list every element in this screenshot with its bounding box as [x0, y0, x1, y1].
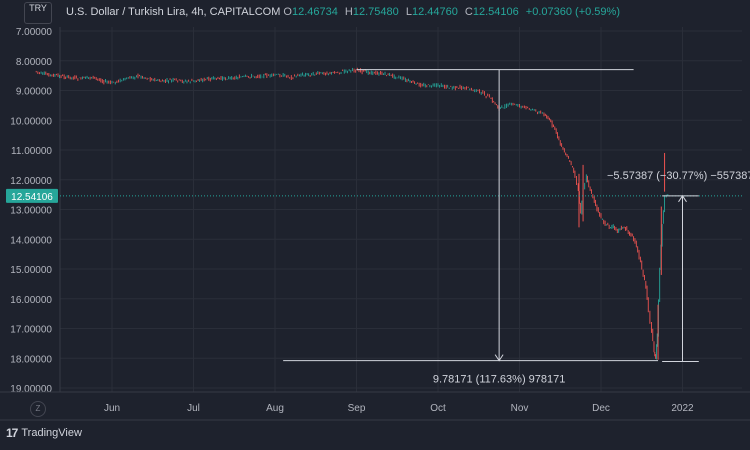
zoom-reset-icon[interactable]: Z [30, 401, 46, 417]
ohlc-key-l: L [402, 6, 412, 18]
tradingview-logo-icon: 17 [6, 426, 18, 440]
x-tick-label: Jun [104, 403, 120, 414]
x-tick-label: Dec [592, 403, 610, 414]
y-tick-label: 9.00000 [16, 87, 53, 98]
symbol-badge-line2: TRY [29, 3, 47, 13]
ohlc-key-c: C [461, 6, 473, 18]
ohlc-key-o: O [283, 6, 292, 18]
measure-up-label: −5.57387 (−30.77%) −557387 [607, 170, 750, 182]
x-tick-label: 2022 [671, 403, 694, 414]
y-tick-label: 7.00000 [16, 27, 53, 38]
x-tick-label: Oct [430, 403, 446, 414]
ohlc-value-o: 12.46734 [291, 6, 338, 18]
y-tick-label: 13.00000 [10, 206, 52, 217]
current-price-label: 12.54106 [11, 192, 53, 203]
y-tick-label: 10.00000 [10, 116, 52, 127]
measure-down-arrow-icon [494, 354, 504, 362]
y-tick-label: 8.00000 [16, 57, 53, 68]
y-tick-label: 19.00000 [10, 384, 52, 395]
ohlc-value-h: 12.75480 [352, 6, 399, 18]
ohlc-value-c: 12.54106 [472, 6, 519, 18]
tradingview-branding[interactable]: 17 TradingView [6, 426, 82, 440]
ohlc-value-l: 12.44760 [411, 6, 458, 18]
y-tick-label: 11.00000 [11, 146, 52, 157]
y-tick-label: 15.00000 [10, 265, 52, 276]
x-tick-label: Sep [348, 403, 366, 414]
ohlc-values: O12.46734 H12.75480 L12.44760 C12.54106 [283, 6, 522, 18]
chart-legend: U.S. Dollar / Turkish Lira, 4h, CAPITALC… [66, 6, 624, 18]
y-tick-label: 12.00000 [10, 176, 52, 187]
y-tick-label: 16.00000 [10, 295, 52, 306]
ohlc-key-h: H [341, 6, 353, 18]
price-change: +0.07360 (+0.59%) [525, 6, 620, 18]
x-tick-label: Aug [266, 403, 284, 414]
chart-title: U.S. Dollar / Turkish Lira, 4h, CAPITALC… [66, 6, 281, 18]
measure-down-label: 9.78171 (117.63%) 978171 [433, 374, 566, 386]
x-tick-label: Nov [511, 403, 529, 414]
y-tick-label: 14.00000 [10, 235, 52, 246]
symbol-badge[interactable]: TRY [24, 2, 52, 24]
y-tick-label: 18.00000 [10, 354, 52, 365]
current-price-badge [6, 188, 58, 203]
y-tick-label: 17.00000 [10, 325, 52, 336]
measure-up-arrow-icon [678, 194, 687, 203]
x-tick-label: Jul [187, 403, 200, 414]
tradingview-brand-text: TradingView [21, 427, 82, 439]
